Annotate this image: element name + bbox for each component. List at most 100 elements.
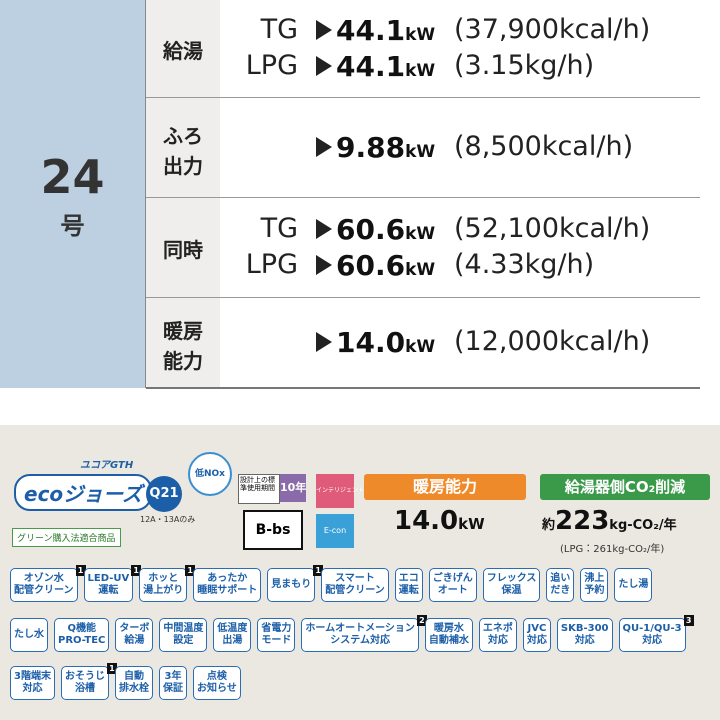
feature-badge: たし水 [10,618,48,652]
feature-badge: 省電力 モード [257,618,296,652]
feature-text: QU-1/QU-3 [622,623,682,634]
feature-text: オート [437,585,468,596]
heating-value: 14.0kW [394,506,485,536]
gas-type: TG [260,213,298,244]
feature-text: 出湯 [222,635,243,646]
feature-text: 省電力 [261,623,292,634]
row-label: 同時 [163,238,203,262]
feature-badge: 点検 お知らせ [192,666,241,700]
econ-logo: E-con [316,514,354,548]
heating-title: 暖房能力 [364,474,526,500]
feature-badge: 自動 排水栓 [114,666,153,700]
series-logo: ユコアGTH [80,460,134,471]
feature-text: 自動補水 [428,635,469,646]
co2-number: 223 [555,506,610,536]
feature-text: 対応 [487,635,508,646]
output-unit: kW [405,260,436,280]
gas-type: TG [260,14,298,45]
feature-note-mark: 2 [416,615,427,626]
nox-logo: 低NOx [188,452,232,496]
feature-badge: たし湯 [614,568,653,602]
row-label: 能力 [163,348,203,373]
green-purchase: グリーン購入法適合商品 [12,528,121,547]
arrow [316,219,332,239]
feature-row: たし水 Q機能 PRO-TEC ターボ 給湯 中間温度 設定 低温度 出湯 省電力 モード ホームオー… [10,615,694,652]
feature-badge: おそうじ 浴槽 1 [60,663,117,700]
feature-text: LED-UV [87,573,130,584]
feature-text: エコ [398,573,419,584]
feature-badge: ターボ 給湯 [115,618,154,652]
feature-text: 3年 [164,671,182,682]
feature-text: 設定 [173,635,194,646]
feature-text: 予約 [584,585,605,596]
row-divider [146,297,700,298]
feature-text: Q機能 [67,623,96,634]
heating-unit: kW [458,515,485,533]
feature-text: ホームオートメーション [305,623,415,634]
feature-text: SKB-300 [560,623,609,634]
size-number: 24 [40,150,105,204]
feature-badge: 追い だき [546,568,575,602]
size-cell [0,0,146,388]
feature-text: 3階端末 [14,671,51,682]
feature-text: 保温 [501,585,522,596]
output-value: 14.0kW [316,326,435,359]
arrow [316,20,332,40]
feature-note-mark: 1 [131,565,142,576]
feature-text: 運転 [98,585,119,596]
feature-badge: SKB-300 対応 [556,618,613,652]
feature-text: 配管クリーン [14,585,74,596]
output-number: 14.0 [336,325,406,359]
output-number: 44.1 [336,50,406,83]
feature-badge: エネポ 対応 [478,618,517,652]
output-detail: (3.15kg/h) [454,50,595,81]
co2-title: 給湯器側CO₂削減 [540,474,710,500]
period-years: 10年 [280,474,306,502]
feature-badge: 暖房水 自動補水 [424,618,473,652]
feature-badge: 3年 保証 [158,666,187,700]
output-number: 9.88 [336,131,406,164]
feature-badge: 3階端末 対応 [10,666,55,700]
feature-text: エネポ [482,623,513,634]
gas-type: LPG [245,249,298,280]
feature-text: 湯上がり [143,585,184,596]
feature-text: フレックス [486,573,537,584]
output-number: 60.6 [336,213,406,246]
feature-text: たし水 [14,629,44,640]
feature-text: たし湯 [618,579,649,590]
row-label: ふろ [163,124,203,148]
output-number: 60.6 [336,249,406,282]
feature-text: だき [550,585,571,596]
feature-badge: エコ 運転 [394,568,423,602]
feature-text: システム対応 [330,635,390,646]
feature-text: モード [261,635,292,646]
feature-badge: ごきげん オート [428,568,477,602]
feature-text: おそうじ [64,671,105,682]
intelligent-logo: インテリジェント [316,474,364,508]
output-number: 44.1 [336,14,406,47]
q21-note: 12A・13Aのみ [140,515,196,524]
feature-note-mark: 1 [106,663,117,674]
feature-text: 見まもり [271,579,312,590]
feature-badge: LED-UV 運転 1 [83,565,142,602]
arrow [316,56,332,76]
row-label: 出力 [163,154,203,178]
feature-text: 浴槽 [74,683,95,694]
feature-text: ごきげん [432,573,473,584]
feature-badge: ホームオートメーション システム対応 2 [301,615,427,652]
co2-unit: kg-CO₂/年 [609,518,677,533]
output-detail: (37,900kcal/h) [454,14,651,45]
output-detail: (4.33kg/h) [454,249,595,280]
row-divider [146,97,700,98]
eco-logo: ecoジョーズ [14,474,153,511]
feature-badge: あったか 睡眠サポート [193,568,262,602]
feature-text: スマート [335,573,375,584]
feature-text: 中間温度 [163,623,204,634]
feature-text: 自動 [123,671,144,682]
feature-text: 対応 [642,635,663,646]
feature-badge: JVC 対応 [522,618,551,652]
arrow [316,331,332,352]
output-detail: (52,100kcal/h) [454,213,651,244]
feature-badge: 沸上 予約 [580,568,609,602]
feature-text: 睡眠サポート [197,585,258,596]
